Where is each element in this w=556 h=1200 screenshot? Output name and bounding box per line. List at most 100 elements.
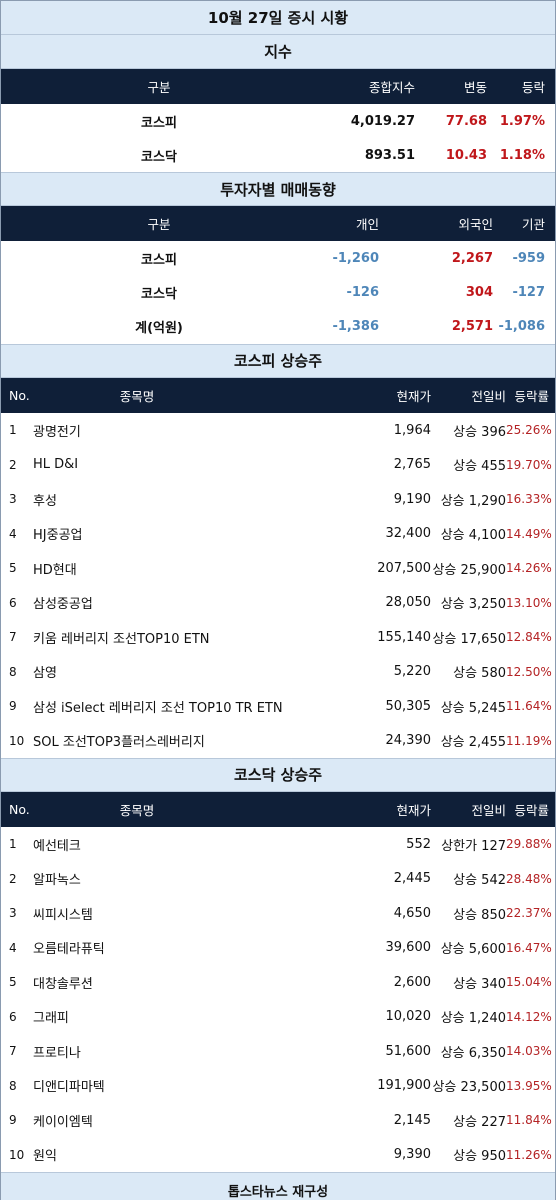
kospi-table-header: No. 종목명 현재가 전일비 등락률 [1, 377, 555, 413]
stock-price: 191,900 [377, 1078, 431, 1094]
stock-pct: 29.88% [506, 837, 552, 852]
table-row: 9 케이이엠텍 2,145 상승 227 11.84% [1, 1102, 555, 1138]
stock-rank: 1 [9, 423, 17, 438]
stock-change: 상승 5,600 [440, 942, 506, 958]
stock-change: 상승 340 [453, 976, 506, 992]
stock-name: 케이이엠텍 [33, 1114, 93, 1130]
investor-header-category: 구분 [147, 217, 171, 232]
stock-change: 상승 25,900 [432, 562, 506, 578]
index-section-title: 지수 [1, 35, 555, 69]
stock-price: 5,220 [393, 664, 431, 680]
kosdaq-header-pct: 등락률 [514, 802, 549, 818]
table-row: 코스피 -1,260 2,267 -959 [1, 241, 555, 276]
table-row: 6 그래피 10,020 상승 1,240 14.12% [1, 999, 555, 1034]
stock-pct: 16.33% [506, 492, 552, 507]
stock-change: 상승 950 [453, 1149, 506, 1165]
stock-change: 상승 1,240 [440, 1011, 506, 1027]
stock-price: 24,390 [385, 733, 432, 749]
kospi-header-no: No. [9, 387, 30, 403]
stock-price: 155,140 [377, 629, 431, 645]
stock-price: 2,600 [393, 974, 431, 990]
stock-name: 대창솔루션 [33, 976, 93, 992]
table-row: 4 HJ중공업 32,400 상승 4,100 14.49% [1, 516, 555, 551]
kosdaq-table-body: 1 예선테크 552 상한가 127 29.88% 2 알파녹스 2,445 상승 542 28.… [1, 826, 555, 1172]
table-row: 5 HD현대 207,500 상승 25,900 14.26% [1, 550, 555, 586]
stock-rank: 2 [9, 871, 17, 886]
index-name: 코스닥 [141, 149, 177, 165]
investor-section-title: 투자자별 매매동향 [1, 172, 555, 206]
table-row: 3 씨피시스템 4,650 상승 850 22.37% [1, 895, 555, 931]
kospi-header-pct: 등락률 [514, 388, 549, 404]
stock-pct: 14.03% [506, 1044, 552, 1059]
stock-price: 4,650 [393, 905, 431, 921]
index-header-category: 구분 [147, 80, 171, 95]
stock-change: 상승 23,500 [432, 1080, 506, 1096]
stock-price: 9,390 [393, 1147, 431, 1163]
index-pct: 1.97% [499, 113, 545, 129]
kosdaq-header-change: 전일비 [471, 802, 506, 818]
investor-name: 코스닥 [141, 286, 177, 302]
index-value: 893.51 [364, 147, 415, 163]
stock-change: 상승 580 [453, 666, 506, 682]
table-row: 코스닥 893.51 10.43 1.18% [1, 138, 555, 172]
stock-name: 예선테크 [33, 838, 81, 854]
footer-credit: 톱스타뉴스 재구성 [1, 1171, 555, 1200]
stock-rank: 6 [9, 595, 17, 610]
table-row: 3 후성 9,190 상승 1,290 16.33% [1, 481, 555, 517]
kospi-header-change: 전일비 [471, 388, 506, 404]
investor-header-foreign: 외국인 [458, 217, 493, 232]
stock-name: 디앤디파마텍 [33, 1080, 105, 1096]
stock-price: 50,305 [385, 698, 432, 714]
stock-name: HJ중공업 [33, 528, 83, 544]
kospi-header-name: 종목명 [119, 388, 155, 404]
stock-rank: 7 [9, 630, 17, 645]
stock-price: 207,500 [377, 560, 431, 576]
stock-price: 9,190 [393, 491, 431, 507]
index-header-composite: 종합지수 [368, 80, 415, 95]
table-row: 2 HL D&I 2,765 상승 455 19.70% [1, 447, 555, 482]
stock-change: 상승 455 [453, 459, 506, 475]
kospi-section-title: 코스피 상승주 [1, 343, 555, 378]
kosdaq-section-title: 코스닥 상승주 [1, 757, 555, 792]
stock-rank: 10 [9, 1147, 25, 1162]
stock-rank: 4 [9, 526, 17, 541]
table-row: 8 삼영 5,220 상승 580 12.50% [1, 654, 555, 689]
stock-change: 상승 5,245 [440, 700, 506, 716]
table-row: 코스피 4,019.27 77.68 1.97% [1, 104, 555, 138]
table-row: 10 원익 9,390 상승 950 11.26% [1, 1137, 555, 1172]
stock-rank: 8 [9, 664, 17, 679]
stock-change: 상승 850 [453, 907, 506, 923]
table-row: 코스닥 -126 304 -127 [1, 275, 555, 310]
investor-individual: -1,260 [332, 250, 379, 266]
stock-pct: 12.50% [506, 664, 552, 679]
kosdaq-header-no: No. [9, 801, 30, 817]
stock-pct: 16.47% [506, 940, 552, 955]
stock-price: 552 [406, 836, 431, 852]
stock-rank: 5 [9, 975, 17, 990]
kosdaq-header-name: 종목명 [119, 802, 155, 818]
stock-price: 2,765 [393, 457, 431, 473]
stock-name: HD현대 [33, 562, 77, 578]
stock-price: 39,600 [385, 940, 432, 956]
stock-name: 후성 [33, 493, 57, 509]
stock-rank: 6 [9, 1009, 17, 1024]
kosdaq-header-price: 현재가 [396, 802, 431, 818]
stock-name: 알파녹스 [33, 873, 81, 889]
table-row: 7 프로티나 51,600 상승 6,350 14.03% [1, 1033, 555, 1069]
stock-change: 상승 17,650 [432, 631, 506, 647]
stock-rank: 10 [9, 733, 25, 748]
table-row: 4 오름테라퓨틱 39,600 상승 5,600 16.47% [1, 930, 555, 965]
stock-name: HL D&I [33, 457, 79, 473]
stock-rank: 8 [9, 1078, 17, 1093]
investor-table-body: 코스피 -1,260 2,267 -959 코스닥 -126 304 -127 … [1, 241, 555, 344]
stock-pct: 11.84% [506, 1113, 552, 1128]
index-header-change: 변동 [463, 80, 487, 95]
stock-rank: 1 [9, 837, 17, 852]
stock-name: 오름테라퓨틱 [33, 942, 105, 958]
table-row: 8 디앤디파마텍 191,900 상승 23,500 13.95% [1, 1068, 555, 1103]
investor-table-header: 구분 개인 외국인 기관 [1, 206, 555, 241]
table-row: 9 삼성 iSelect 레버리지 조선 TOP10 TR ETN 50,305 상승… [1, 688, 555, 724]
index-table-header: 구분 종합지수 변동 등락 [1, 69, 555, 104]
stock-pct: 11.64% [506, 699, 552, 714]
